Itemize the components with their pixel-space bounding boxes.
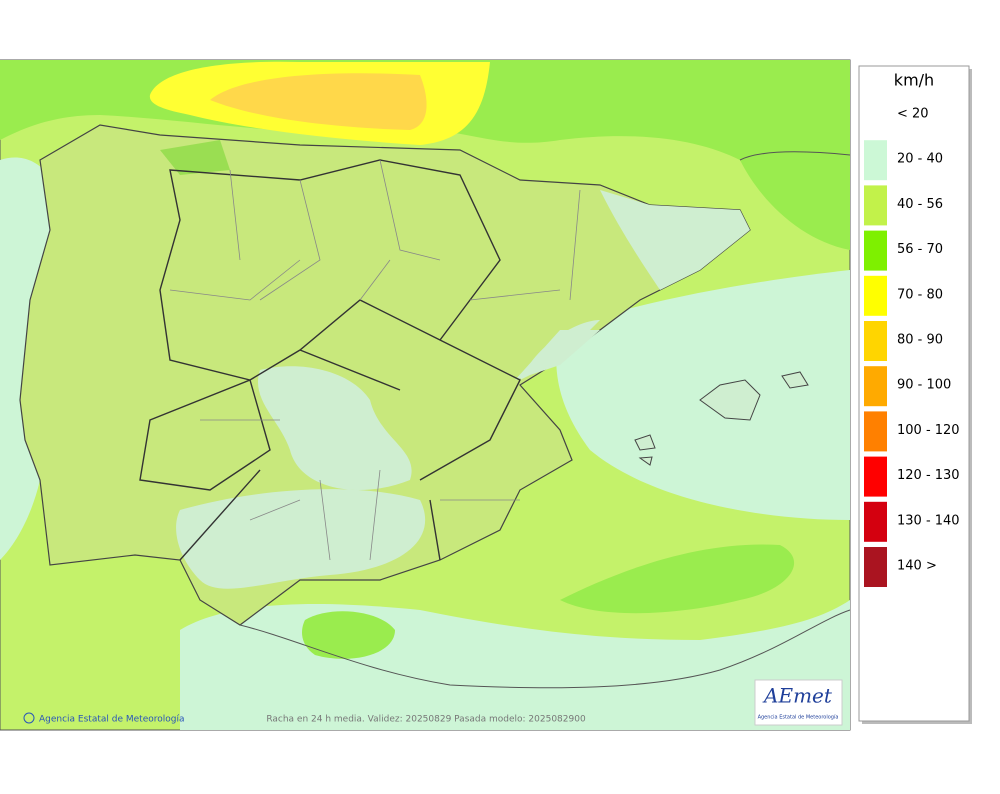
legend-label: 40 - 56	[897, 197, 943, 212]
legend-swatch	[864, 366, 887, 407]
island	[699, 379, 761, 421]
legend-label: 56 - 70	[897, 242, 943, 257]
logo-box	[754, 679, 843, 726]
legend-swatch	[864, 456, 887, 497]
wind-zone	[176, 489, 426, 589]
legend-label: 80 - 90	[897, 333, 943, 348]
wind-zone	[600, 190, 750, 290]
island	[634, 434, 656, 466]
wind-zone	[302, 611, 395, 659]
wind-zone	[257, 366, 412, 490]
legend-label: 70 - 80	[897, 287, 943, 302]
legend-label: 100 - 120	[897, 423, 960, 438]
coast	[739, 151, 851, 161]
legend-swatch	[864, 185, 887, 226]
wind-zone	[210, 73, 427, 130]
credit-icon	[23, 712, 35, 724]
land	[19, 124, 751, 626]
legend-label: 20 - 40	[897, 152, 943, 167]
island	[781, 371, 809, 389]
region-border	[139, 159, 521, 561]
legend-title: km/h	[894, 71, 934, 90]
legend-label: < 20	[897, 107, 929, 122]
wind-zone	[560, 544, 795, 614]
legend-label: 130 - 140	[897, 513, 960, 528]
legend-swatch	[864, 230, 887, 271]
legend-label: 140 >	[897, 559, 937, 574]
map: Agencia Estatal de Meteorología Racha en…	[0, 59, 851, 731]
caption: Racha en 24 h media. Validez: 20250829 P…	[266, 715, 586, 725]
logo-subtitle: Agencia Estatal de Meteorología	[758, 714, 839, 721]
logo: AEmet	[762, 684, 833, 708]
legend-swatch	[864, 547, 887, 587]
province-border	[169, 159, 581, 561]
legend-swatch	[864, 95, 887, 135]
wind-zone	[556, 270, 850, 520]
legend-swatch	[864, 501, 887, 542]
credit: Agencia Estatal de Meteorología	[39, 715, 185, 725]
legend: km/h < 20 20 - 40 40 - 56 56 - 70 70 - 80 80 …	[858, 65, 972, 724]
legend-swatch	[864, 411, 887, 452]
legend-label: 120 - 130	[897, 468, 960, 483]
wind-zone	[160, 140, 230, 175]
wind-zone	[515, 320, 600, 380]
legend-label: 90 - 100	[897, 378, 951, 393]
legend-swatch	[864, 321, 887, 361]
legend-swatch	[864, 275, 887, 316]
legend-swatch	[864, 140, 887, 181]
coast	[239, 609, 851, 689]
